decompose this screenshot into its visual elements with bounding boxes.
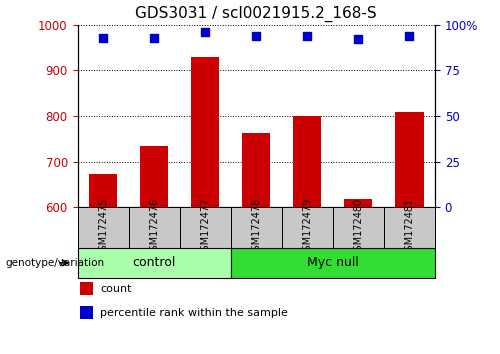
- Bar: [282, 207, 333, 248]
- Point: [406, 33, 413, 39]
- Text: GSM172475: GSM172475: [98, 198, 108, 257]
- Point: [304, 33, 312, 39]
- Point: [150, 35, 158, 40]
- Bar: [89, 174, 117, 207]
- Text: GSM172476: GSM172476: [149, 198, 159, 257]
- Bar: [78, 248, 231, 278]
- Text: percentile rank within the sample: percentile rank within the sample: [100, 308, 288, 318]
- Point: [354, 36, 362, 42]
- Bar: [294, 116, 322, 207]
- Text: GSM172478: GSM172478: [252, 198, 261, 257]
- Bar: [242, 133, 270, 207]
- Text: GSM172480: GSM172480: [354, 198, 364, 257]
- Text: genotype/variation: genotype/variation: [5, 258, 104, 268]
- Bar: [230, 207, 282, 248]
- Bar: [140, 145, 168, 207]
- Bar: [230, 248, 435, 278]
- Bar: [180, 207, 230, 248]
- Bar: [191, 57, 219, 207]
- Point: [99, 35, 107, 40]
- Bar: [396, 112, 423, 207]
- Bar: [384, 207, 435, 248]
- Bar: [80, 282, 92, 295]
- Text: GSM172481: GSM172481: [404, 198, 414, 257]
- Bar: [333, 207, 384, 248]
- Text: Myc null: Myc null: [307, 256, 359, 269]
- Bar: [80, 307, 92, 319]
- Title: GDS3031 / scl0021915.2_168-S: GDS3031 / scl0021915.2_168-S: [136, 6, 377, 22]
- Bar: [78, 207, 128, 248]
- Text: count: count: [100, 284, 132, 294]
- Text: control: control: [132, 256, 176, 269]
- Bar: [344, 199, 372, 207]
- Bar: [128, 207, 180, 248]
- Point: [201, 29, 209, 35]
- Text: GSM172479: GSM172479: [302, 198, 312, 257]
- Point: [252, 33, 260, 39]
- Text: GSM172477: GSM172477: [200, 198, 210, 257]
